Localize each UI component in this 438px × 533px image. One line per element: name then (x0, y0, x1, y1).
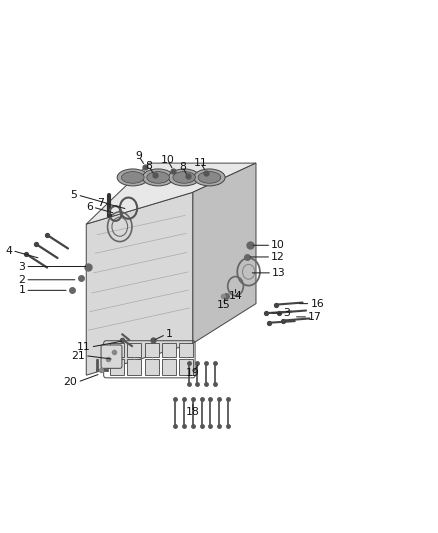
Ellipse shape (117, 169, 148, 186)
Text: 21: 21 (71, 351, 85, 361)
Text: 16: 16 (311, 298, 324, 309)
Text: 13: 13 (272, 268, 286, 278)
FancyBboxPatch shape (101, 345, 122, 368)
Text: 9: 9 (135, 151, 142, 161)
Text: 4: 4 (5, 246, 12, 256)
Polygon shape (145, 343, 159, 357)
Ellipse shape (198, 172, 221, 183)
Text: 2: 2 (18, 274, 25, 285)
Ellipse shape (121, 172, 144, 183)
Ellipse shape (147, 172, 170, 183)
Polygon shape (162, 343, 176, 357)
Polygon shape (145, 359, 159, 375)
Text: 17: 17 (308, 312, 322, 322)
Text: 6: 6 (86, 202, 93, 212)
Text: 3: 3 (283, 308, 290, 318)
Text: 5: 5 (71, 190, 78, 200)
Text: 10: 10 (271, 240, 285, 251)
Text: 14: 14 (229, 290, 242, 301)
Text: 12: 12 (271, 252, 285, 262)
Text: 20: 20 (64, 377, 78, 387)
Text: 1: 1 (18, 285, 25, 295)
Text: 8: 8 (145, 161, 152, 171)
Text: 11: 11 (77, 342, 91, 352)
Ellipse shape (142, 169, 174, 186)
Polygon shape (86, 163, 256, 224)
Polygon shape (110, 343, 124, 357)
Polygon shape (162, 359, 176, 375)
Polygon shape (180, 359, 193, 375)
Text: 10: 10 (161, 156, 175, 165)
Polygon shape (86, 192, 193, 375)
Text: 1: 1 (166, 329, 173, 340)
Text: 19: 19 (186, 368, 200, 377)
Ellipse shape (169, 169, 200, 186)
Polygon shape (127, 343, 141, 357)
Polygon shape (127, 359, 141, 375)
Text: 15: 15 (216, 300, 230, 310)
Text: 11: 11 (194, 158, 208, 167)
Ellipse shape (194, 169, 225, 186)
Ellipse shape (173, 172, 195, 183)
Polygon shape (193, 163, 256, 343)
Polygon shape (110, 359, 124, 375)
Text: 18: 18 (186, 407, 200, 417)
Text: 3: 3 (18, 262, 25, 271)
Text: 7: 7 (97, 198, 104, 208)
Polygon shape (180, 343, 193, 357)
Text: 8: 8 (179, 162, 186, 172)
Bar (107, 214, 112, 217)
